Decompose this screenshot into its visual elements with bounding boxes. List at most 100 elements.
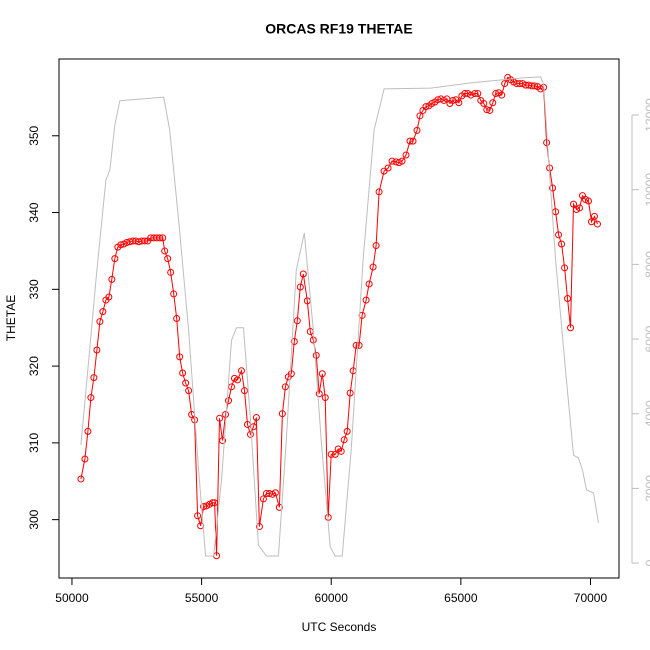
point (402, 151, 410, 159)
point (216, 414, 224, 422)
y-tick-label: 340 (27, 202, 41, 222)
point (99, 308, 107, 316)
point (194, 512, 202, 520)
point (489, 99, 497, 107)
point (531, 82, 539, 90)
point (164, 255, 172, 263)
point (246, 430, 254, 438)
point (167, 268, 175, 276)
point (211, 499, 219, 507)
point (467, 91, 475, 99)
point (287, 370, 295, 378)
point (309, 336, 317, 344)
point (141, 237, 149, 245)
point (234, 376, 241, 384)
point (240, 387, 248, 395)
point (346, 389, 354, 397)
point (275, 503, 283, 511)
point (340, 436, 348, 444)
x-tick-label: 70000 (574, 591, 608, 605)
point (352, 341, 360, 349)
point (561, 264, 569, 272)
point (362, 296, 370, 304)
point (398, 157, 406, 165)
y2-tick-label: 8000 (643, 251, 650, 278)
point (315, 390, 323, 398)
point (290, 338, 298, 346)
point (318, 370, 326, 378)
point (558, 240, 566, 248)
point (173, 315, 181, 322)
point (156, 234, 164, 242)
point (271, 489, 279, 497)
point (96, 318, 104, 326)
point (312, 351, 320, 359)
y-tick-label: 330 (27, 279, 41, 299)
chart-title: ORCAS RF19 THETAE (265, 21, 413, 37)
x-tick-label: 60000 (315, 591, 349, 605)
point (90, 374, 98, 382)
point (343, 427, 351, 435)
point (455, 99, 463, 107)
point (209, 499, 217, 507)
point (570, 200, 578, 208)
point (549, 184, 557, 192)
y-tick-label: 300 (27, 509, 41, 529)
x-tick-label: 50000 (55, 591, 89, 605)
point (161, 247, 169, 255)
y-tick-label: 320 (27, 356, 41, 376)
x-axis-label: UTC Seconds (302, 620, 377, 634)
point (413, 126, 421, 134)
point (84, 427, 92, 435)
y2-tick-label: 2000 (643, 475, 650, 502)
point (355, 341, 363, 349)
y2-tick-label: 10000 (643, 173, 650, 207)
point (365, 280, 373, 288)
plot-frame (58, 58, 620, 579)
point (474, 90, 482, 98)
series-line (80, 76, 598, 556)
point (576, 204, 584, 212)
point (252, 414, 260, 422)
point (416, 112, 424, 120)
point (369, 263, 377, 271)
point (259, 495, 267, 503)
point (111, 255, 119, 263)
point (584, 197, 592, 205)
point (593, 220, 601, 228)
point (176, 353, 184, 361)
point (590, 212, 598, 220)
point (278, 410, 286, 418)
point (337, 447, 345, 455)
point (170, 290, 178, 298)
y2-tick-label: 12000 (643, 98, 650, 132)
point (543, 139, 551, 147)
point (486, 106, 494, 114)
point (200, 503, 208, 511)
point (296, 283, 304, 291)
point (480, 100, 488, 108)
y-tick-label: 310 (27, 433, 41, 453)
y2-tick-label: 6000 (643, 325, 650, 352)
point (409, 137, 417, 145)
point (567, 324, 575, 332)
x-tick-label: 65000 (444, 591, 478, 605)
point (185, 387, 193, 395)
point (159, 234, 167, 242)
point (498, 91, 506, 99)
point (219, 437, 227, 445)
point (225, 397, 233, 405)
point (406, 137, 414, 145)
point (237, 367, 245, 375)
point (281, 383, 289, 391)
y-tick-label: 350 (27, 125, 41, 145)
point (81, 455, 89, 463)
point (108, 275, 116, 283)
point (93, 346, 101, 354)
point (293, 317, 301, 325)
point (388, 157, 396, 165)
point (255, 523, 263, 531)
series-line (80, 76, 599, 557)
